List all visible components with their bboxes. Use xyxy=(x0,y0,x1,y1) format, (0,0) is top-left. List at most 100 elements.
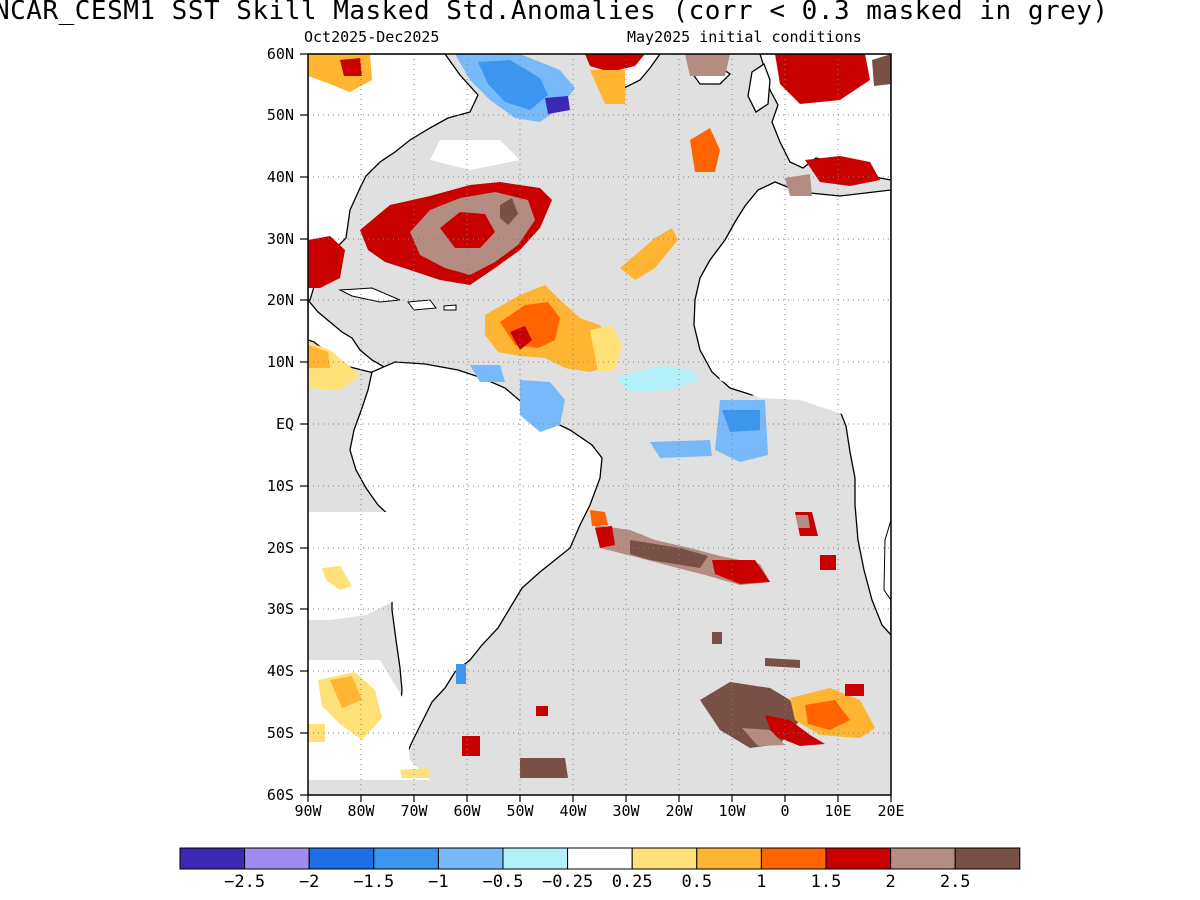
colorbar-swatch xyxy=(825,847,892,870)
anomaly-patch xyxy=(590,70,625,104)
anomaly-patch xyxy=(400,768,430,778)
anomaly-patch xyxy=(478,60,548,110)
anomaly-patch xyxy=(722,410,760,432)
colorbar-label: −0.5 xyxy=(482,872,524,892)
lon-label: 80W xyxy=(347,802,375,820)
anomaly-patch xyxy=(456,664,466,684)
lat-label: 40N xyxy=(266,168,294,186)
lat-label: 60S xyxy=(266,786,294,804)
map-field xyxy=(308,54,891,795)
lon-label: 10W xyxy=(718,802,746,820)
colorbar-swatch xyxy=(502,847,569,870)
anomaly-patch xyxy=(820,555,836,570)
africa-land xyxy=(693,181,891,636)
colorbar-label: 0.5 xyxy=(681,872,713,892)
anomaly-patch xyxy=(712,560,770,584)
colorbar-label: −1.5 xyxy=(353,872,395,892)
anomaly-patch xyxy=(785,174,812,196)
colorbar-swatch xyxy=(179,847,246,870)
anomaly-patch xyxy=(796,515,810,528)
colorbar-swatch xyxy=(631,847,698,870)
lon-label: 50W xyxy=(506,802,534,820)
lat-label: 40S xyxy=(266,662,294,680)
colorbar-swatch xyxy=(244,847,310,870)
axis-ticks xyxy=(300,53,892,802)
anomaly-patch xyxy=(650,440,712,458)
anomaly-patch xyxy=(308,724,325,742)
anomaly-patch xyxy=(765,658,800,668)
anomaly-patch xyxy=(322,566,352,590)
lon-label: 70W xyxy=(400,802,428,820)
british-isles-land xyxy=(747,63,771,113)
lat-label: 30S xyxy=(266,600,294,618)
colorbar-swatch xyxy=(437,847,504,870)
lat-label: 60N xyxy=(266,45,294,63)
neutral-region xyxy=(430,140,520,170)
colorbar-label: 0.25 xyxy=(611,872,653,892)
anomaly-patch xyxy=(462,736,480,756)
lon-label: 90W xyxy=(294,802,322,820)
hispaniola-island xyxy=(407,299,437,311)
colorbar-label: −0.25 xyxy=(542,872,594,892)
anomaly-patch xyxy=(340,58,362,76)
anomaly-patch xyxy=(520,380,565,432)
anomaly-patch xyxy=(520,758,568,778)
colorbar-label: 2.5 xyxy=(939,872,971,892)
colorbar-swatch xyxy=(696,847,762,870)
colorbar-label: 1 xyxy=(756,872,767,892)
colorbar-swatch xyxy=(760,847,827,870)
colorbar-label: 2 xyxy=(885,872,896,892)
lat-label: 20N xyxy=(266,291,294,309)
colorbar-label: 1.5 xyxy=(810,872,842,892)
lon-label: 40W xyxy=(559,802,587,820)
lat-label: EQ xyxy=(275,415,294,433)
puerto-rico-island xyxy=(443,304,457,311)
colorbar-swatches xyxy=(179,847,1021,870)
lon-label: 0 xyxy=(780,802,790,820)
anomaly-patch xyxy=(690,128,720,172)
anomaly-patch xyxy=(685,54,730,76)
colorbar-swatch xyxy=(890,847,956,870)
cuba-island xyxy=(338,287,401,303)
anomaly-patch xyxy=(805,156,880,186)
anomaly-patch xyxy=(805,700,850,730)
anomaly-patch xyxy=(500,198,518,225)
anomaly-patch xyxy=(590,510,608,526)
graticule xyxy=(308,54,891,795)
lat-label: 10N xyxy=(266,353,294,371)
lon-label: 30W xyxy=(612,802,640,820)
anomaly-patch xyxy=(845,684,864,696)
neutral-region xyxy=(308,512,408,620)
colorbar-label: −2 xyxy=(298,872,320,892)
lon-label: 20W xyxy=(665,802,693,820)
anomaly-patch xyxy=(620,228,678,280)
anomaly-patch xyxy=(470,365,505,382)
colorbar-swatch xyxy=(954,847,1021,870)
colorbar-swatch xyxy=(308,847,375,870)
lat-label: 20S xyxy=(266,539,294,557)
anomaly-patch xyxy=(308,236,345,288)
initial-conditions: May2025 initial conditions xyxy=(627,28,862,46)
anomaly-patch xyxy=(330,676,362,708)
colorbar-swatch xyxy=(567,847,633,870)
lon-label: 20E xyxy=(877,802,905,820)
colorbar-label: −2.5 xyxy=(224,872,266,892)
anomaly-patch xyxy=(590,325,622,372)
anomaly-patch xyxy=(585,54,645,72)
anomaly-patch xyxy=(712,632,722,644)
colorbar-label: −1 xyxy=(428,872,449,892)
anomaly-patch xyxy=(536,706,548,716)
lat-label: 10S xyxy=(266,477,294,495)
anomaly-patch xyxy=(630,540,708,568)
madagascar-land xyxy=(883,519,891,601)
colorbar-swatch xyxy=(373,847,439,870)
lat-label: 30N xyxy=(266,230,294,248)
anomaly-patch xyxy=(872,54,891,86)
anomaly-patch xyxy=(615,366,700,392)
anomaly-patch xyxy=(595,526,615,548)
neutral-region xyxy=(700,300,860,420)
anomaly-patch xyxy=(742,728,785,746)
lat-label: 50S xyxy=(266,724,294,742)
